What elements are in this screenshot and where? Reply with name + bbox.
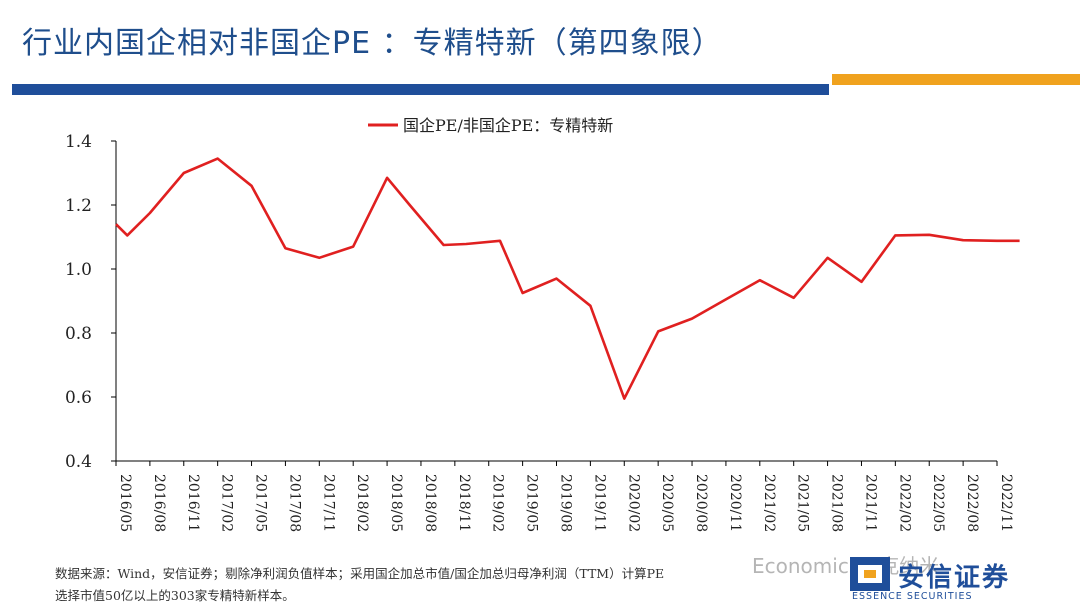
- logo-chinese: 安信证券: [898, 563, 1011, 593]
- x-tick-label: 2019/02: [490, 474, 506, 532]
- x-tick-label: 2018/05: [388, 474, 404, 532]
- x-tick-label: 2020/11: [727, 474, 743, 532]
- y-tick-label: 0.8: [65, 324, 92, 344]
- watermark-text: Economics一克纳米: [752, 554, 940, 578]
- logo-mark-icon: [850, 557, 890, 591]
- series-line: [115, 157, 1020, 400]
- x-tick-label: 2018/08: [422, 474, 438, 532]
- x-tick-label: 2020/08: [693, 474, 709, 532]
- chart-axes: [115, 141, 997, 462]
- x-tick-label: 2016/11: [185, 474, 201, 532]
- x-tick-label: 2016/08: [151, 474, 167, 532]
- footnote-sample: 选择市值50亿以上的303家专精特新样本。: [55, 588, 295, 603]
- x-tick-label: 2020/02: [625, 474, 641, 532]
- x-tick-label: 2019/05: [524, 474, 540, 532]
- y-tick-label: 1.2: [65, 196, 92, 216]
- x-tick-label: 2019/11: [591, 474, 607, 532]
- y-tick-label: 1.0: [65, 260, 92, 280]
- x-tick-label: 2017/08: [286, 474, 302, 532]
- title-underline-blue: [12, 84, 829, 95]
- footnote-source: 数据来源：Wind，安信证券；剔除净利润负值样本；采用国企加总市值/国企加总归母…: [55, 566, 665, 581]
- x-tick-label: 2016/05: [117, 474, 133, 532]
- x-axis-ticks: 2016/05 2016/08 2016/11 2017/02 2017/05 2017/…: [115, 461, 1014, 532]
- x-tick-label: 2020/05: [659, 474, 675, 532]
- x-tick-label: 2022/02: [896, 474, 912, 532]
- y-tick-label: 0.6: [65, 388, 92, 408]
- company-logo: 安信证券 ESSENCE SECURITIES: [850, 555, 1050, 605]
- x-tick-label: 2021/05: [795, 474, 811, 532]
- x-tick-label: 2021/11: [862, 474, 878, 532]
- y-axis-ticks: 1.4 1.2 1.0 0.8 0.6 0.4: [65, 132, 116, 472]
- x-tick-label: 2018/11: [456, 474, 472, 532]
- line-chart: 1.4 1.2 1.0 0.8 0.6 0.4 2016/05 2016/08 2016/11…: [65, 116, 1020, 532]
- x-tick-label: 2021/02: [761, 474, 777, 532]
- x-tick-label: 2017/11: [320, 474, 336, 532]
- legend-label: 国企PE/非国企PE：专精特新: [403, 116, 613, 135]
- x-tick-label: 2022/11: [998, 474, 1014, 532]
- series-group: [115, 157, 1020, 400]
- x-tick-label: 2017/02: [219, 474, 235, 532]
- y-tick-label: 1.4: [65, 132, 92, 152]
- x-tick-label: 2017/05: [253, 474, 269, 532]
- slide-title: 行业内国企相对非国企PE ：专精特新（第四象限）: [22, 26, 723, 61]
- title-underline-orange: [832, 74, 1080, 85]
- x-tick-label: 2018/02: [354, 474, 370, 532]
- x-tick-label: 2019/08: [558, 474, 574, 532]
- x-tick-label: 2022/08: [964, 474, 980, 532]
- logo-english: ESSENCE SECURITIES: [852, 591, 973, 602]
- chart-legend: 国企PE/非国企PE：专精特新: [368, 116, 613, 135]
- x-tick-label: 2021/08: [829, 474, 845, 532]
- x-tick-label: 2022/05: [930, 474, 946, 532]
- y-tick-label: 0.4: [65, 452, 92, 472]
